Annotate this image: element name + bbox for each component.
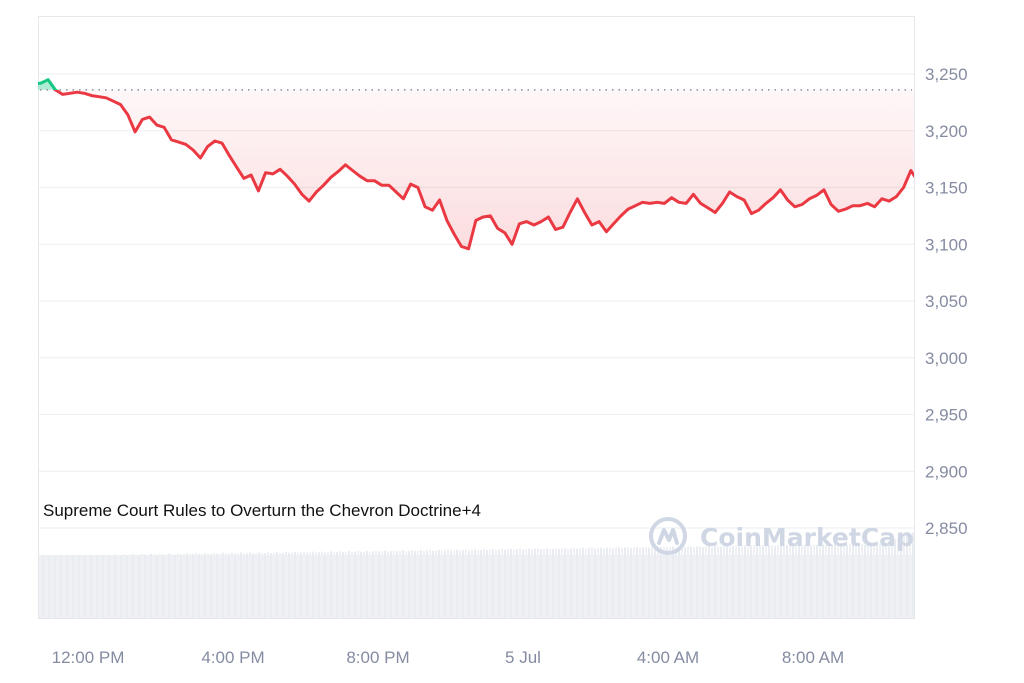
y-tick-label: 3,050 [925, 292, 968, 311]
y-tick-label: 3,250 [925, 65, 968, 84]
y-tick-label: 2,900 [925, 462, 968, 481]
x-tick-label: 4:00 PM [201, 648, 264, 667]
volume-bars [39, 532, 914, 618]
price-area-fill [38, 89, 914, 249]
y-tick-label: 2,850 [925, 519, 968, 538]
coinmarketcap-logo-icon [649, 517, 687, 555]
y-tick-label: 3,100 [925, 235, 968, 254]
price-area-fill-up [38, 79, 56, 90]
x-tick-label: 8:00 PM [346, 648, 409, 667]
x-tick-label: 4:00 AM [637, 648, 699, 667]
x-axis: 12:00 PM 4:00 PM 8:00 PM 5 Jul 4:00 AM 8:00 A… [52, 648, 845, 667]
x-tick-label: 5 Jul [505, 648, 541, 667]
watermark-text: CoinMarketCap [700, 523, 914, 552]
y-tick-label: 3,150 [925, 179, 968, 198]
x-tick-label: 8:00 AM [782, 648, 844, 667]
y-tick-label: 3,200 [925, 122, 968, 141]
news-annotation[interactable]: Supreme Court Rules to Overturn the Chev… [43, 501, 481, 520]
price-line-down[interactable] [26, 80, 1024, 307]
y-tick-label: 2,950 [925, 406, 968, 425]
y-axis: 3,250 3,200 3,150 3,100 3,050 3,000 2,950 2,900… [925, 65, 968, 538]
x-tick-label: 12:00 PM [52, 648, 125, 667]
y-tick-label: 3,000 [925, 349, 968, 368]
coinmarketcap-watermark: CoinMarketCap [649, 517, 914, 555]
